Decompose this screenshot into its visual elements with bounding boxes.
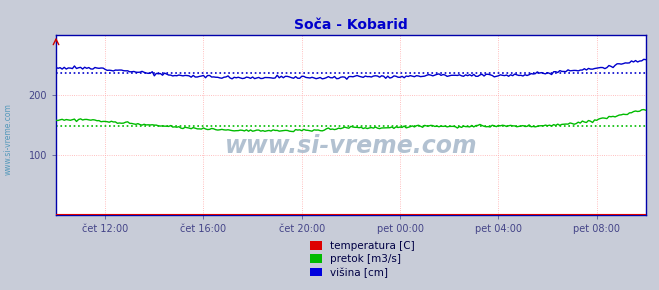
Legend: temperatura [C], pretok [m3/s], višina [cm]: temperatura [C], pretok [m3/s], višina [… xyxy=(306,237,419,282)
Title: Soča - Kobarid: Soča - Kobarid xyxy=(294,18,408,32)
Text: www.si-vreme.com: www.si-vreme.com xyxy=(3,103,13,175)
Text: www.si-vreme.com: www.si-vreme.com xyxy=(225,134,477,158)
